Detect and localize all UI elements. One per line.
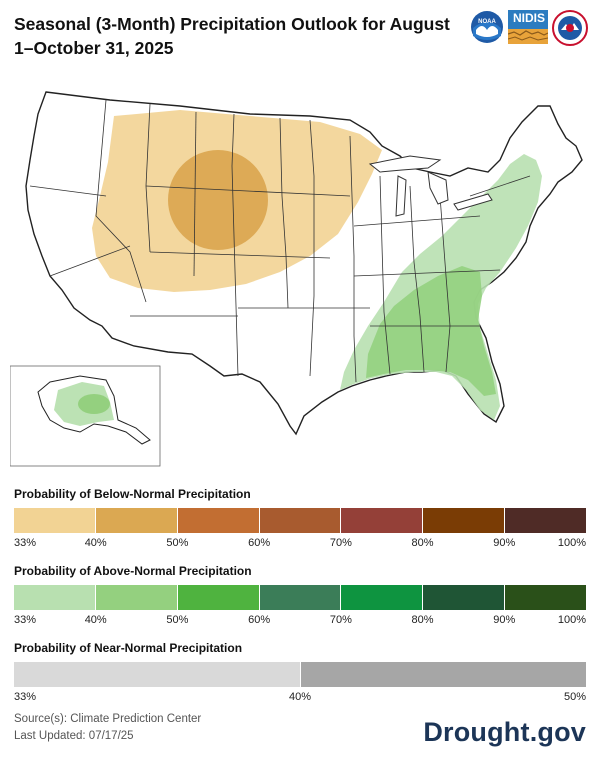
above-swatch-0 [14, 585, 96, 610]
below-tick-label: 70% [329, 537, 352, 549]
map-title: Seasonal (3-Month) Precipitation Outlook… [14, 14, 450, 58]
above-tick-label: 33% [14, 614, 37, 626]
below-tick-label: 60% [248, 537, 271, 549]
above-tick-label: 90% [493, 614, 516, 626]
above-normal-40-region [366, 266, 496, 396]
svg-text:NOAA: NOAA [478, 19, 496, 25]
great-lakes [368, 155, 493, 217]
near-swatch-1 [300, 662, 586, 687]
state-borders [29, 99, 531, 383]
above-swatch-6 [505, 585, 587, 610]
logo-group: NOAA NIDIS [470, 10, 588, 46]
above-tick-label: 70% [329, 614, 352, 626]
near-normal-legend-title: Probability of Near-Normal Precipitation [14, 641, 243, 655]
near-swatch-0 [14, 662, 301, 687]
above-tick-label: 60% [248, 614, 271, 626]
below-tick-label: 40% [84, 537, 107, 549]
below-tick-label: 50% [166, 537, 189, 549]
above-tick-label: 40% [84, 614, 107, 626]
near-normal-legend: Probability of Near-Normal Precipitation… [14, 640, 586, 707]
near-normal-color-bar [14, 662, 586, 687]
near-normal-ticks: 33% 40% 50% [14, 691, 586, 707]
below-tick-label: 90% [493, 537, 516, 549]
below-normal-40-core [168, 150, 268, 250]
drought-gov-brand[interactable]: Drought.gov [423, 717, 586, 747]
above-tick-label: 100% [557, 614, 586, 626]
above-swatch-3 [259, 585, 342, 610]
below-swatch-1 [95, 508, 178, 533]
noaa-logo-icon[interactable]: NOAA [470, 10, 504, 44]
footer: Source(s): Climate Prediction Center Las… [14, 711, 201, 745]
above-swatch-1 [95, 585, 178, 610]
nidis-logo-icon[interactable] [508, 10, 548, 44]
below-swatch-2 [177, 508, 260, 533]
above-normal-legend-title: Probability of Above-Normal Precipitatio… [14, 564, 252, 578]
below-normal-color-bar [14, 508, 587, 533]
above-normal-legend: Probability of Above-Normal Precipitatio… [14, 563, 587, 630]
above-swatch-4 [341, 585, 424, 610]
alaska-inset-frame [10, 365, 161, 467]
below-swatch-6 [505, 508, 587, 533]
below-normal-legend: Probability of Below-Normal Precipitatio… [14, 486, 587, 553]
alaska-above-normal-40-core [78, 394, 110, 414]
above-tick-label: 80% [411, 614, 434, 626]
above-swatch-5 [423, 585, 506, 610]
below-swatch-5 [423, 508, 506, 533]
above-normal-color-bar [14, 585, 587, 610]
below-tick-label: 33% [14, 537, 37, 549]
near-tick-label: 40% [288, 691, 312, 703]
near-tick-label: 33% [14, 691, 37, 703]
below-normal-legend-title: Probability of Below-Normal Precipitatio… [14, 487, 251, 501]
below-tick-label: 100% [557, 537, 586, 549]
below-swatch-4 [341, 508, 424, 533]
below-normal-ticks: 33% 40% 50% 60% 70% 80% 90% 100% [14, 537, 586, 553]
last-updated-text: Last Updated: 07/17/25 [14, 730, 134, 742]
precipitation-outlook-map [10, 91, 583, 467]
below-tick-label: 80% [411, 537, 434, 549]
nws-logo-icon[interactable] [552, 10, 588, 46]
source-text: Source(s): Climate Prediction Center [14, 713, 202, 725]
near-tick-label: 50% [563, 691, 586, 703]
nidis-logo-text: NIDIS [512, 11, 545, 25]
above-normal-ticks: 33% 40% 50% 60% 70% 80% 90% 100% [14, 614, 586, 630]
above-swatch-2 [177, 585, 260, 610]
above-tick-label: 50% [166, 614, 189, 626]
below-swatch-0 [14, 508, 96, 533]
below-swatch-3 [259, 508, 342, 533]
